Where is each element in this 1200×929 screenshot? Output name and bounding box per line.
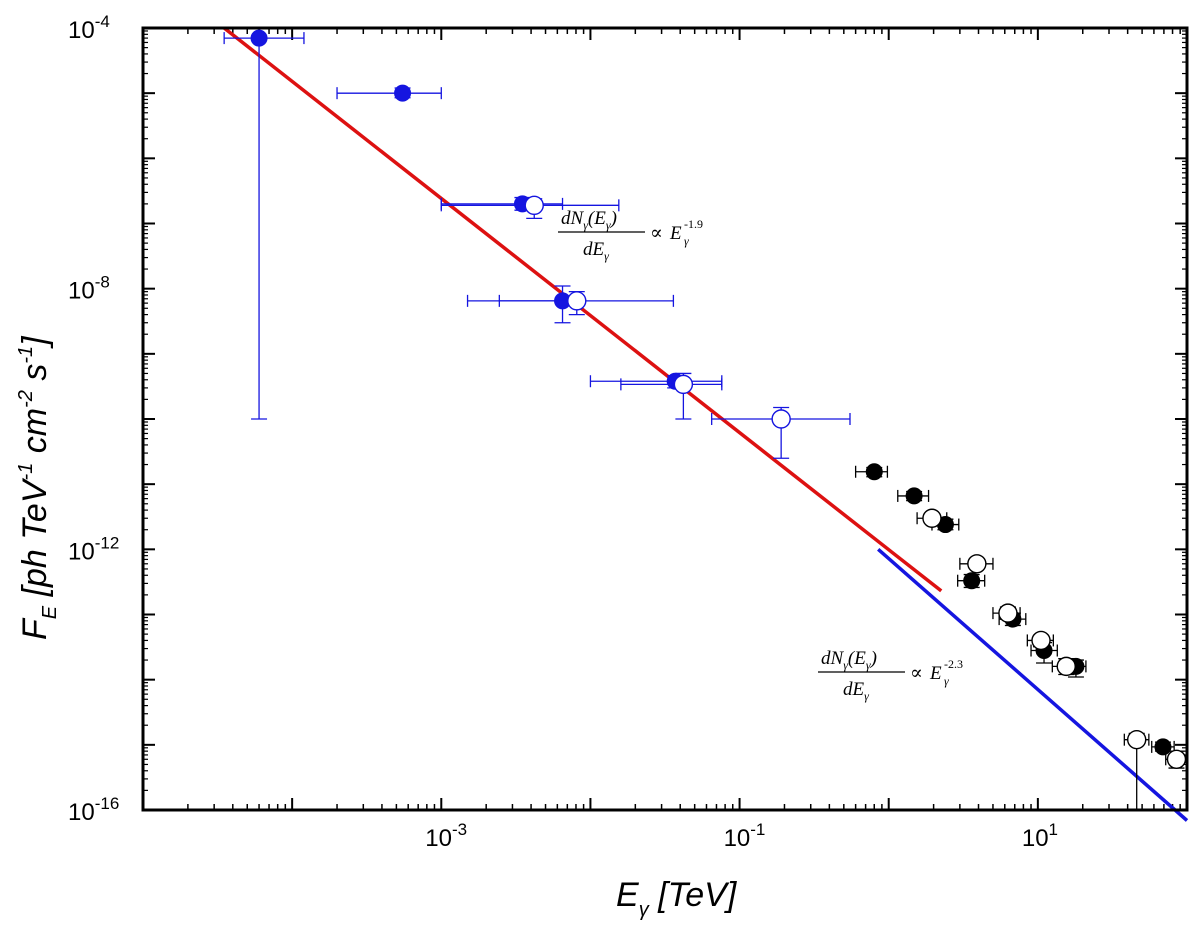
- formula-1-rhs: E: [669, 223, 682, 244]
- data-point-open: [711, 406, 851, 459]
- svg-text:dNγ(Eγ): dNγ(Eγ): [561, 208, 617, 232]
- plot-frame: [141, 26, 1189, 812]
- x-tick-label: 10-3: [425, 820, 467, 852]
- marker: [963, 572, 981, 590]
- formula-2-rhs-sub: γ: [944, 674, 949, 688]
- marker: [922, 508, 942, 528]
- marker: [905, 487, 923, 505]
- y-axis-label: FE [ph TeV-1 cm-2 s-1]: [15, 335, 61, 640]
- marker: [524, 195, 544, 216]
- fit-label-soft: dNγ(Eγ) dEγ ∝ E -2.3 γ: [818, 648, 963, 703]
- marker: [1127, 729, 1147, 750]
- data-point-open: [1165, 749, 1188, 769]
- svg-text:dEγ: dEγ: [843, 679, 869, 703]
- marker: [1166, 749, 1187, 769]
- data-point-open: [1123, 729, 1150, 811]
- data-point-filled: [1151, 738, 1175, 756]
- data-point-open: [959, 554, 994, 574]
- axis-tick-labels: 10-3 10-1 101 10-4 10-8 10-12 10-16: [68, 12, 1058, 852]
- fit-label-steep: dNγ(Eγ) dEγ ∝ E -1.9 γ: [558, 208, 703, 263]
- data-point-open: [1026, 630, 1054, 651]
- formula-2-num: dN: [821, 648, 845, 669]
- formula-2-rhs: E: [929, 663, 942, 684]
- data-point-filled: [223, 29, 305, 420]
- x-tick-label: 10-1: [724, 820, 766, 852]
- data-point-filled: [854, 463, 889, 481]
- data-point-open: [498, 290, 675, 316]
- formula-1-exp: -1.9: [684, 217, 703, 231]
- data-point-filled: [897, 487, 930, 505]
- data-point-open: [1051, 656, 1082, 677]
- y-tick-label: 10-16: [68, 794, 119, 826]
- formula-2-den: dE: [843, 679, 865, 700]
- marker: [865, 463, 883, 481]
- marker: [673, 374, 694, 395]
- svg-text:dEγ: dEγ: [583, 239, 609, 263]
- formula-2-exp: -2.3: [944, 657, 963, 671]
- fit-lines: [223, 26, 1189, 822]
- marker: [998, 603, 1018, 623]
- data-point-filled: [466, 285, 581, 324]
- data-point-filled: [440, 195, 564, 213]
- formula-1-prop: ∝: [650, 223, 663, 244]
- svg-text:E: E: [669, 223, 682, 244]
- marker: [1031, 630, 1051, 651]
- marker: [250, 29, 268, 47]
- marker: [394, 84, 412, 102]
- marker: [1056, 656, 1076, 677]
- fit-line-red: [223, 26, 943, 593]
- x-tick-label: 101: [1022, 820, 1058, 852]
- data-point-open: [992, 603, 1021, 623]
- data-point-filled: [957, 572, 986, 590]
- fit-line-blue: [877, 548, 1189, 822]
- data-points: [223, 29, 1188, 811]
- marker: [1154, 738, 1172, 756]
- data-point-open: [620, 372, 723, 420]
- y-tick-label: 10-12: [68, 533, 119, 565]
- marker: [967, 554, 987, 574]
- formula-1-rhs-sub: γ: [684, 234, 689, 248]
- formula-2-prop: ∝: [910, 663, 923, 684]
- data-point-open: [440, 195, 620, 219]
- marker: [567, 291, 587, 311]
- axis-ticks: [142, 27, 1188, 811]
- formula-1-den: dE: [583, 239, 605, 260]
- data-point-filled: [336, 84, 442, 102]
- y-tick-label: 10-4: [68, 12, 110, 44]
- y-tick-label: 10-8: [68, 273, 110, 305]
- data-point-filled: [589, 372, 723, 390]
- svg-text:E: E: [929, 663, 942, 684]
- data-point-open: [916, 508, 948, 528]
- x-axis-label: Eγ [TeV]: [616, 876, 738, 921]
- formula-1-num: dN: [561, 208, 585, 229]
- svg-text:dNγ(Eγ): dNγ(Eγ): [821, 648, 877, 672]
- marker: [771, 409, 791, 429]
